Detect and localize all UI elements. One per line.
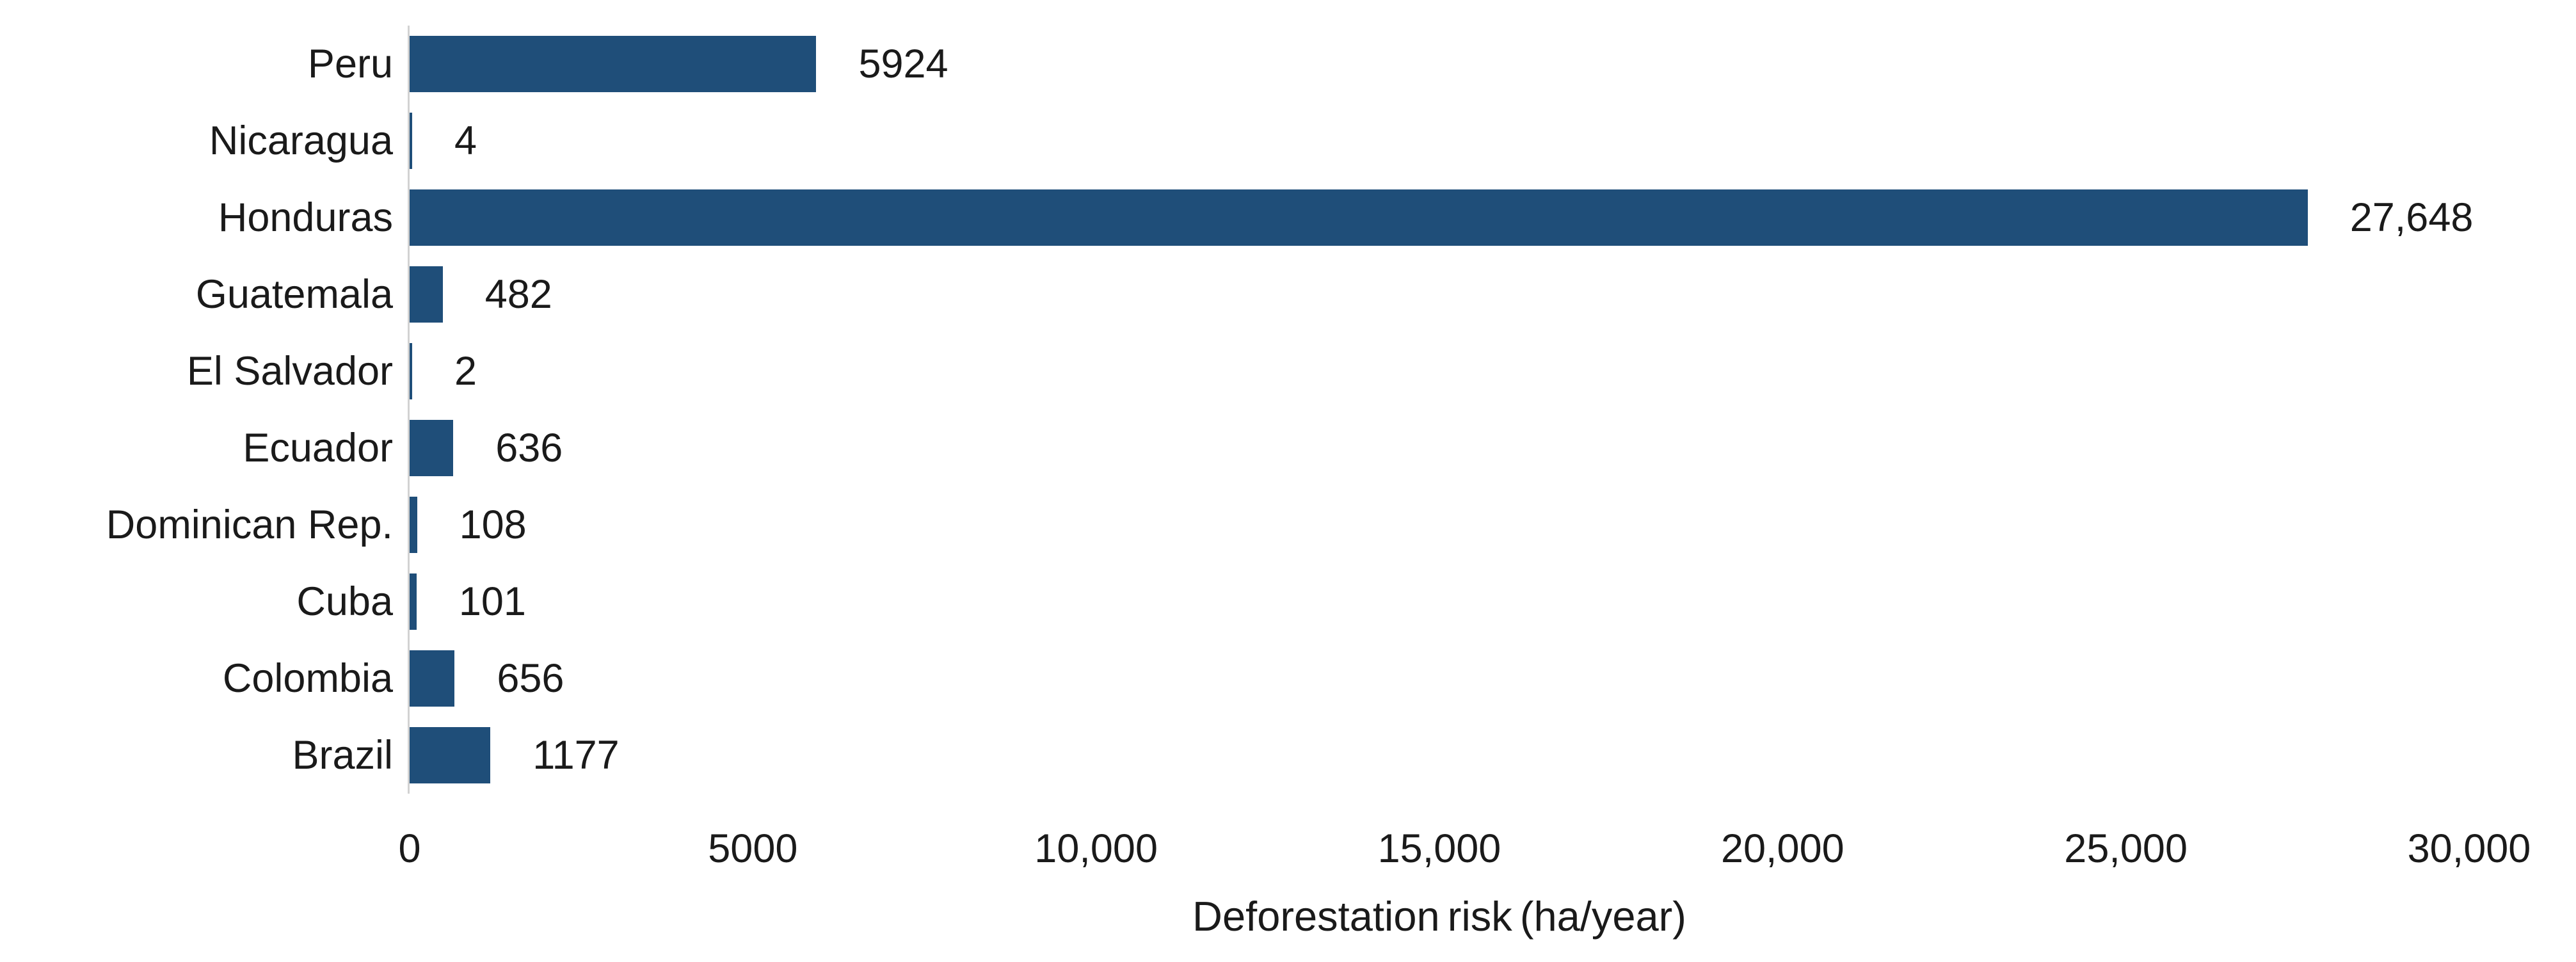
bar-row: 4 xyxy=(410,102,2469,179)
category-label: Colombia xyxy=(222,656,393,701)
category-label: El Salvador xyxy=(186,349,393,394)
x-tick-label: 10,000 xyxy=(1034,826,1158,871)
bar xyxy=(410,189,2308,246)
category-labels: Peru Nicaragua Honduras Guatemala El Salvado… xyxy=(0,26,393,794)
category-label: Honduras xyxy=(218,195,393,240)
bar-row: 5924 xyxy=(410,26,2469,102)
x-tick-label: 15,000 xyxy=(1377,826,1501,871)
bar xyxy=(410,497,417,553)
bar-row: 482 xyxy=(410,256,2469,333)
bar-row: 27,648 xyxy=(410,179,2473,256)
bar xyxy=(410,420,454,476)
x-tick-label: 25,000 xyxy=(2064,826,2188,871)
bar-row: 108 xyxy=(410,486,2469,563)
bar-row: 1177 xyxy=(410,717,2469,794)
x-tick-label: 5000 xyxy=(708,826,798,871)
category-label: Brazil xyxy=(292,733,393,778)
value-label: 482 xyxy=(484,272,552,317)
bar xyxy=(410,727,491,783)
category-label: Ecuador xyxy=(243,426,393,470)
x-axis-title: Deforestation risk (ha/year) xyxy=(1192,893,1686,940)
y-axis-line xyxy=(408,26,410,794)
value-label: 108 xyxy=(459,502,527,547)
x-tick-label: 30,000 xyxy=(2407,826,2531,871)
bar-row: 101 xyxy=(410,563,2469,640)
x-tick-label: 20,000 xyxy=(1720,826,1844,871)
value-label: 5924 xyxy=(858,42,948,86)
category-label: Dominican Rep. xyxy=(106,502,393,547)
value-label: 2 xyxy=(454,349,477,394)
category-label: Cuba xyxy=(296,579,393,624)
bar xyxy=(410,650,455,707)
value-label: 4 xyxy=(454,118,477,163)
bar xyxy=(410,573,417,630)
category-label: Nicaragua xyxy=(209,118,393,163)
bar xyxy=(410,266,443,323)
bar-row: 636 xyxy=(410,410,2469,486)
category-label: Peru xyxy=(307,42,393,86)
bar xyxy=(410,113,412,169)
bar-row: 656 xyxy=(410,640,2469,717)
bar xyxy=(410,343,412,399)
value-label: 636 xyxy=(495,426,563,470)
value-label: 1177 xyxy=(532,733,620,778)
value-label: 27,648 xyxy=(2349,195,2474,240)
bar-row: 2 xyxy=(410,333,2469,410)
plot-area: 5924 4 27,648 482 2 636 108 101 656 1177 xyxy=(408,26,2473,794)
value-label: 101 xyxy=(458,579,526,624)
category-label: Guatemala xyxy=(195,272,393,317)
value-label: 656 xyxy=(497,656,564,701)
bar xyxy=(410,36,817,92)
x-tick-label: 0 xyxy=(398,826,421,871)
